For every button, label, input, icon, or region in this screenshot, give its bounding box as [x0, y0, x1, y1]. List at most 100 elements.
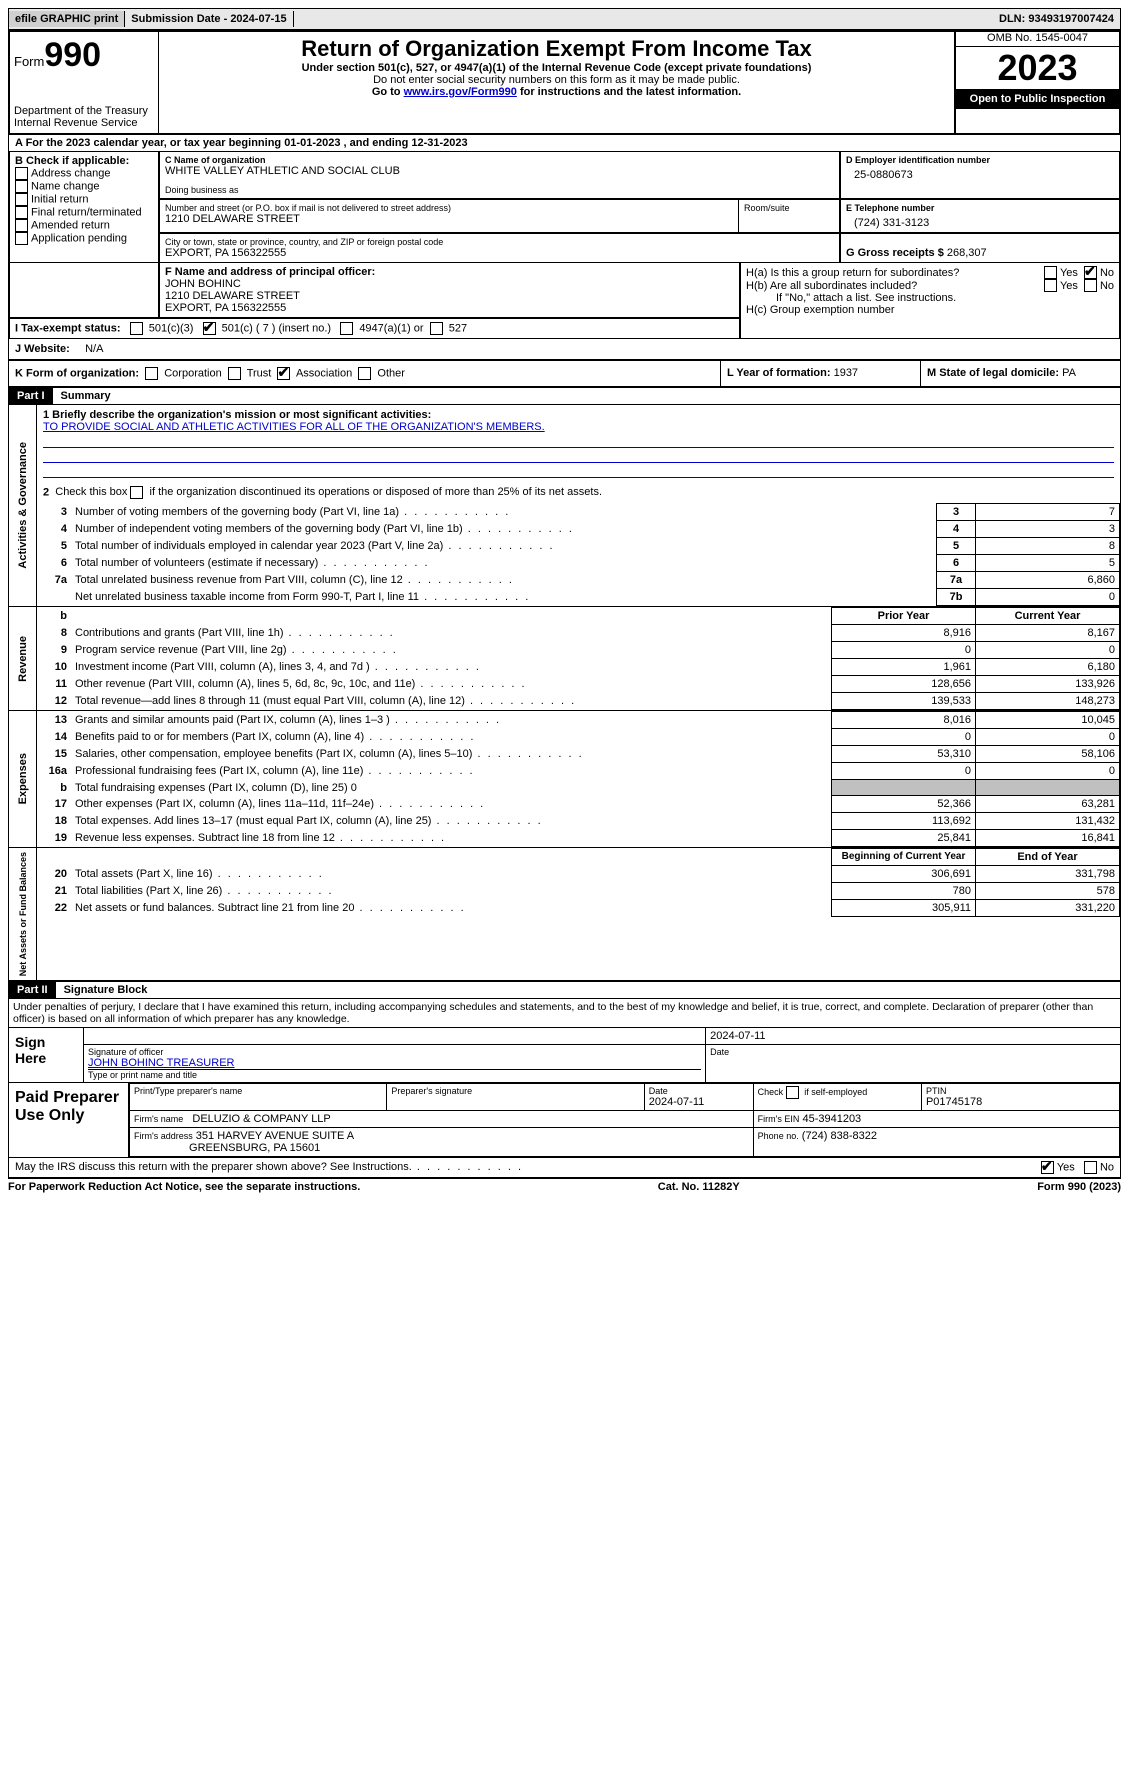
checkbox-assoc[interactable]: [277, 367, 290, 380]
date-label: Date: [706, 1045, 1120, 1083]
officer-addr1: 1210 DELAWARE STREET: [165, 290, 300, 302]
org-name: WHITE VALLEY ATHLETIC AND SOCIAL CLUB: [165, 165, 834, 177]
goto-suffix: for instructions and the latest informat…: [517, 86, 741, 98]
part2-badge: Part II: [9, 982, 56, 998]
checkbox-501c[interactable]: [203, 322, 216, 335]
netassets-table: Beginning of Current Year End of Year 20…: [37, 848, 1120, 917]
mission-q: 1 Briefly describe the organization's mi…: [43, 409, 431, 421]
checkbox-527[interactable]: [430, 322, 443, 335]
end-year-header: End of Year: [976, 849, 1120, 866]
checkbox-discuss-no[interactable]: [1084, 1161, 1097, 1174]
footer: For Paperwork Reduction Act Notice, see …: [8, 1178, 1121, 1193]
sign-date: 2024-07-11: [706, 1028, 1120, 1045]
checkbox-discontinued[interactable]: [130, 486, 143, 499]
prep-date-label: Date: [649, 1086, 749, 1096]
checkbox-ha-yes[interactable]: [1044, 266, 1057, 279]
side-revenue: Revenue: [15, 632, 31, 686]
checkbox-discuss-yes[interactable]: [1041, 1161, 1054, 1174]
ein-value: 25-0880673: [846, 165, 1114, 181]
label-no2: No: [1100, 280, 1114, 292]
footer-990: 990: [1068, 1181, 1086, 1193]
checkbox-name-change[interactable]: [15, 180, 28, 193]
label-yes: Yes: [1060, 267, 1078, 279]
checkbox-trust[interactable]: [228, 367, 241, 380]
checkbox-hb-yes[interactable]: [1044, 279, 1057, 292]
checkbox-other[interactable]: [358, 367, 371, 380]
hc-label: H(c) Group exemption number: [746, 304, 1114, 316]
submission-date: Submission Date - 2024-07-15: [125, 11, 293, 27]
org-info-section: B Check if applicable: Address change Na…: [8, 151, 1121, 263]
checkbox-self-employed[interactable]: [786, 1086, 799, 1099]
addr-label: Number and street (or P.O. box if mail i…: [165, 203, 733, 213]
current-year-header: Current Year: [976, 608, 1120, 625]
label-amended: Amended return: [31, 219, 110, 231]
side-governance: Activities & Governance: [15, 438, 31, 573]
checkbox-initial-return[interactable]: [15, 193, 28, 206]
hb-note: If "No," attach a list. See instructions…: [746, 292, 1114, 304]
form-number: 990: [44, 36, 101, 74]
type-print-label: Type or print name and title: [88, 1069, 701, 1080]
room-suite-label: Room/suite: [739, 200, 839, 232]
checkbox-hb-no[interactable]: [1084, 279, 1097, 292]
goto-prefix: Go to: [372, 86, 404, 98]
governance-table: 3Number of voting members of the governi…: [37, 503, 1120, 606]
checkbox-app-pending[interactable]: [15, 232, 28, 245]
ha-label: H(a) Is this a group return for subordin…: [746, 267, 1044, 279]
side-netassets: Net Assets or Fund Balances: [16, 848, 30, 980]
city-label: City or town, state or province, country…: [165, 237, 834, 247]
box-d-label: D Employer identification number: [846, 155, 1114, 165]
sign-here-label: Sign Here: [9, 1028, 84, 1082]
street-address: 1210 DELAWARE STREET: [165, 213, 733, 225]
checkbox-ha-no[interactable]: [1084, 266, 1097, 279]
label-501c3: 501(c)(3): [149, 322, 194, 334]
label-corp: Corporation: [164, 367, 221, 379]
label-other: Other: [377, 367, 405, 379]
box-e-label: E Telephone number: [846, 203, 1114, 213]
side-expenses: Expenses: [15, 749, 31, 808]
form-subtitle: Under section 501(c), 527, or 4947(a)(1)…: [163, 62, 950, 74]
label-trust: Trust: [247, 367, 272, 379]
revenue-table: b Prior Year Current Year 8Contributions…: [37, 607, 1120, 710]
tax-year: 2023: [956, 47, 1119, 89]
efile-print-button[interactable]: efile GRAPHIC print: [9, 11, 125, 27]
form-label: Form: [14, 54, 44, 69]
box-j-label: J Website:: [15, 343, 70, 355]
box-k-label: K Form of organization:: [15, 367, 139, 379]
prep-phone-label: Phone no.: [758, 1131, 799, 1141]
form-title: Return of Organization Exempt From Incom…: [163, 36, 950, 62]
footer-form: Form: [1037, 1181, 1068, 1193]
firm-addr1: 351 HARVEY AVENUE SUITE A: [196, 1130, 354, 1142]
label-discuss-yes: Yes: [1057, 1162, 1075, 1174]
city-value: EXPORT, PA 156322555: [165, 247, 834, 259]
hb-label: H(b) Are all subordinates included?: [746, 280, 1044, 292]
top-toolbar: efile GRAPHIC print Submission Date - 20…: [8, 8, 1121, 30]
checkbox-501c3[interactable]: [130, 322, 143, 335]
dept-treasury: Department of the Treasury Internal Reve…: [14, 105, 154, 129]
firm-name: DELUZIO & COMPANY LLP: [192, 1113, 330, 1125]
checkbox-address-change[interactable]: [15, 167, 28, 180]
irs-link[interactable]: www.irs.gov/Form990: [404, 86, 517, 98]
box-l-label: L Year of formation:: [727, 367, 831, 379]
website-value: N/A: [85, 343, 103, 355]
dba-label: Doing business as: [165, 185, 834, 195]
label-initial-return: Initial return: [31, 193, 88, 205]
label-name-change: Name change: [31, 180, 100, 192]
checkbox-amended[interactable]: [15, 219, 28, 232]
checkbox-4947[interactable]: [340, 322, 353, 335]
state-domicile: PA: [1062, 367, 1076, 379]
box-g-label: G Gross receipts $: [846, 247, 944, 259]
checkbox-final-return[interactable]: [15, 206, 28, 219]
gross-receipts: 268,307: [947, 247, 987, 259]
paid-preparer-label: Paid Preparer Use Only: [9, 1083, 129, 1157]
firm-ein: 45-3941203: [802, 1113, 861, 1125]
label-app-pending: Application pending: [31, 232, 127, 244]
expenses-table: 13Grants and similar amounts paid (Part …: [37, 711, 1120, 847]
ptin-value: P01745178: [926, 1096, 1115, 1108]
box-i-label: I Tax-exempt status:: [15, 322, 121, 334]
sign-section: Sign Here 2024-07-11 Signature of office…: [8, 1027, 1121, 1083]
firm-ein-label: Firm's EIN: [758, 1114, 800, 1124]
prep-check-label: Check if self-employed: [753, 1084, 921, 1111]
checkbox-corp[interactable]: [145, 367, 158, 380]
firm-name-label: Firm's name: [134, 1114, 183, 1124]
part2-title: Signature Block: [56, 984, 148, 996]
